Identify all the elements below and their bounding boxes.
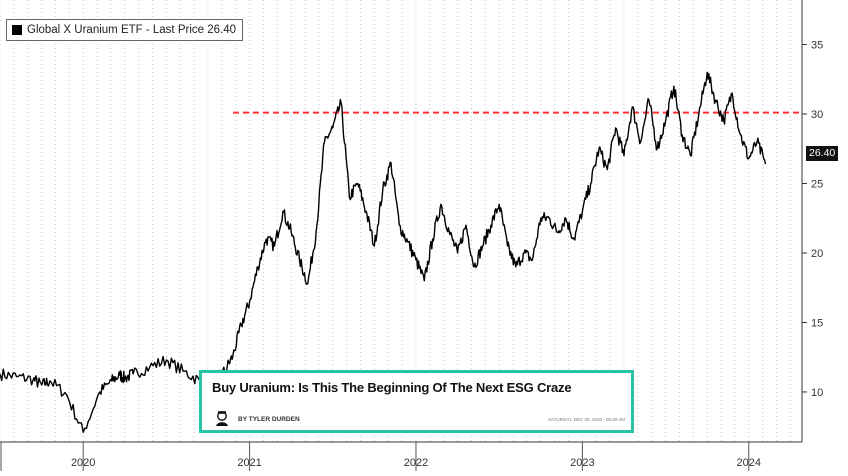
price-series-line	[0, 71, 767, 433]
x-tick-label: 2022	[404, 457, 428, 469]
x-tick-label: 2023	[570, 457, 594, 469]
y-tick-label: 10	[811, 387, 823, 399]
legend-swatch	[12, 25, 22, 35]
article-callout: Buy Uranium: Is This The Beginning Of Th…	[199, 370, 634, 433]
callout-byline: BY TYLER DURDEN	[238, 416, 300, 423]
last-price-tag: 26.40	[806, 146, 839, 161]
grid-lines	[0, 0, 791, 442]
x-tick-label: 2020	[71, 457, 95, 469]
legend-label: Global X Uranium ETF - Last Price 26.40	[27, 24, 236, 36]
y-tick-label: 25	[811, 178, 823, 190]
x-tick-label: 2024	[737, 457, 761, 469]
legend: Global X Uranium ETF - Last Price 26.40	[6, 19, 243, 41]
y-tick-label: 20	[811, 248, 823, 260]
y-tick-label: 15	[811, 317, 823, 329]
axes: 10 15 20 25 30 35 2020 2021 2022 2023 2024	[0, 0, 823, 471]
callout-date: SATURDAY, DEC 05, 2020 - 05:40 AM	[547, 417, 625, 422]
y-tick-label: 30	[811, 109, 823, 121]
callout-title: Buy Uranium: Is This The Beginning Of Th…	[212, 380, 572, 395]
series-group	[0, 71, 767, 433]
x-tick-label: 2021	[237, 457, 261, 469]
y-tick-label: 35	[811, 39, 823, 51]
author-avatar-icon	[216, 411, 228, 426]
